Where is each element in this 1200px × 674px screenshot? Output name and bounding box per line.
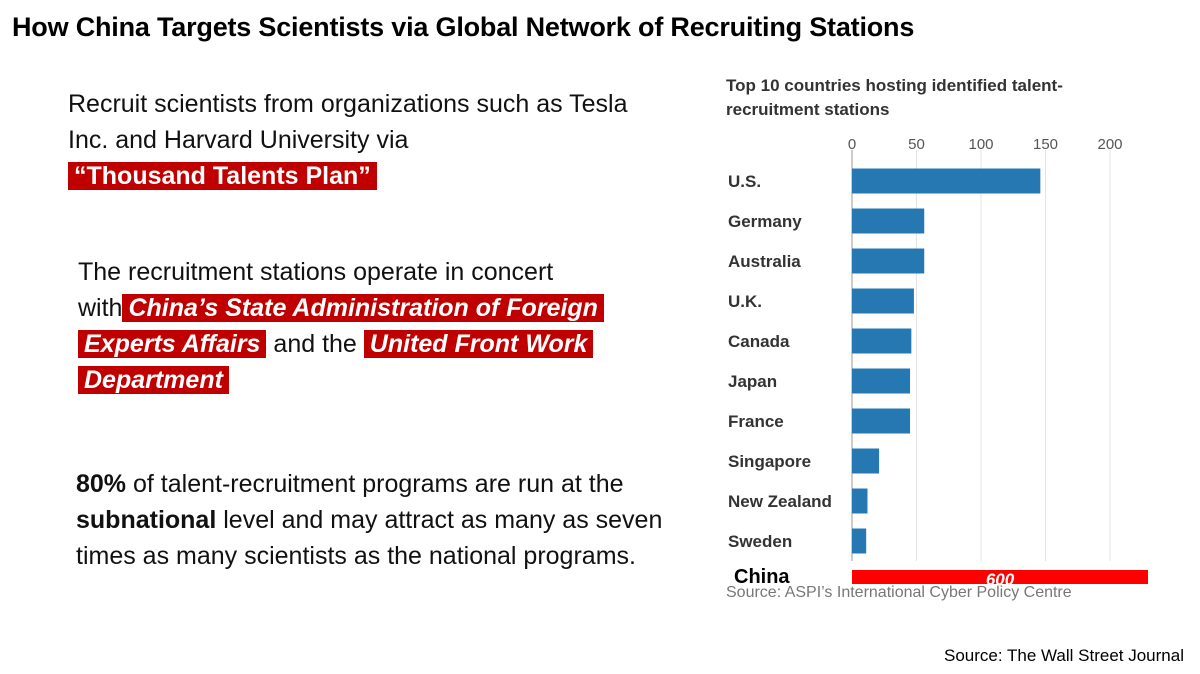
paragraph-subnational-text-a: of talent-recruitment programs are run a…: [133, 470, 624, 498]
paragraph-subnational: 80% of talent-recruitment programs are r…: [76, 466, 666, 574]
china-label: China: [734, 566, 790, 584]
paragraph-stations-text-b: and the: [273, 330, 357, 358]
paragraph-subnational-text-b: level and may attract as many as seven t…: [76, 506, 663, 570]
bar: [852, 408, 911, 434]
x-tick-label: 0: [848, 136, 856, 153]
bar: [852, 528, 867, 554]
stat-80-percent: 80%: [76, 470, 127, 498]
bar: [852, 288, 914, 314]
category-label: U.S.: [728, 172, 761, 191]
category-label: U.K.: [728, 292, 762, 311]
bar: [852, 448, 880, 474]
paragraph-recruit: Recruit scientists from organizations su…: [68, 86, 628, 194]
bar: [852, 368, 911, 394]
x-tick-label: 200: [1097, 136, 1122, 153]
highlight-thousand-talents: “Thousand Talents Plan”: [68, 162, 377, 190]
x-tick-label: 150: [1033, 136, 1058, 153]
category-label: Singapore: [728, 452, 811, 471]
x-tick-label: 100: [968, 136, 993, 153]
x-tick-label: 50: [908, 136, 925, 153]
subnational-word: subnational: [76, 506, 217, 534]
china-bar: [852, 570, 1148, 584]
bar: [852, 208, 925, 234]
category-label: Canada: [728, 332, 790, 351]
china-value-label: 600: [986, 570, 1015, 584]
bar: [852, 328, 912, 354]
category-label: Germany: [728, 212, 802, 231]
bar: [852, 488, 868, 514]
category-label: France: [728, 412, 784, 431]
category-label: Sweden: [728, 532, 792, 551]
paragraph-stations: The recruitment stations operate in conc…: [78, 254, 658, 398]
bar: [852, 168, 1041, 194]
category-label: Japan: [728, 372, 777, 391]
category-label: New Zealand: [728, 492, 832, 511]
bar-chart: 0 50 100 150 200 U.S. Germany Australia U.K. Cana…: [728, 136, 1148, 584]
category-label: Australia: [728, 252, 801, 271]
paragraph-stations-text-a: The recruitment stations operate in conc…: [78, 258, 554, 322]
chart-title: Top 10 countries hosting identified tale…: [726, 76, 1063, 119]
paragraph-recruit-text: Recruit scientists from organizations su…: [68, 90, 628, 154]
page-title: How China Targets Scientists via Global …: [12, 12, 915, 42]
page-source: Source: The Wall Street Journal: [943, 646, 1184, 665]
chart-source: Source: ASPI’s International Cyber Polic…: [726, 584, 1072, 601]
bar: [852, 248, 925, 274]
